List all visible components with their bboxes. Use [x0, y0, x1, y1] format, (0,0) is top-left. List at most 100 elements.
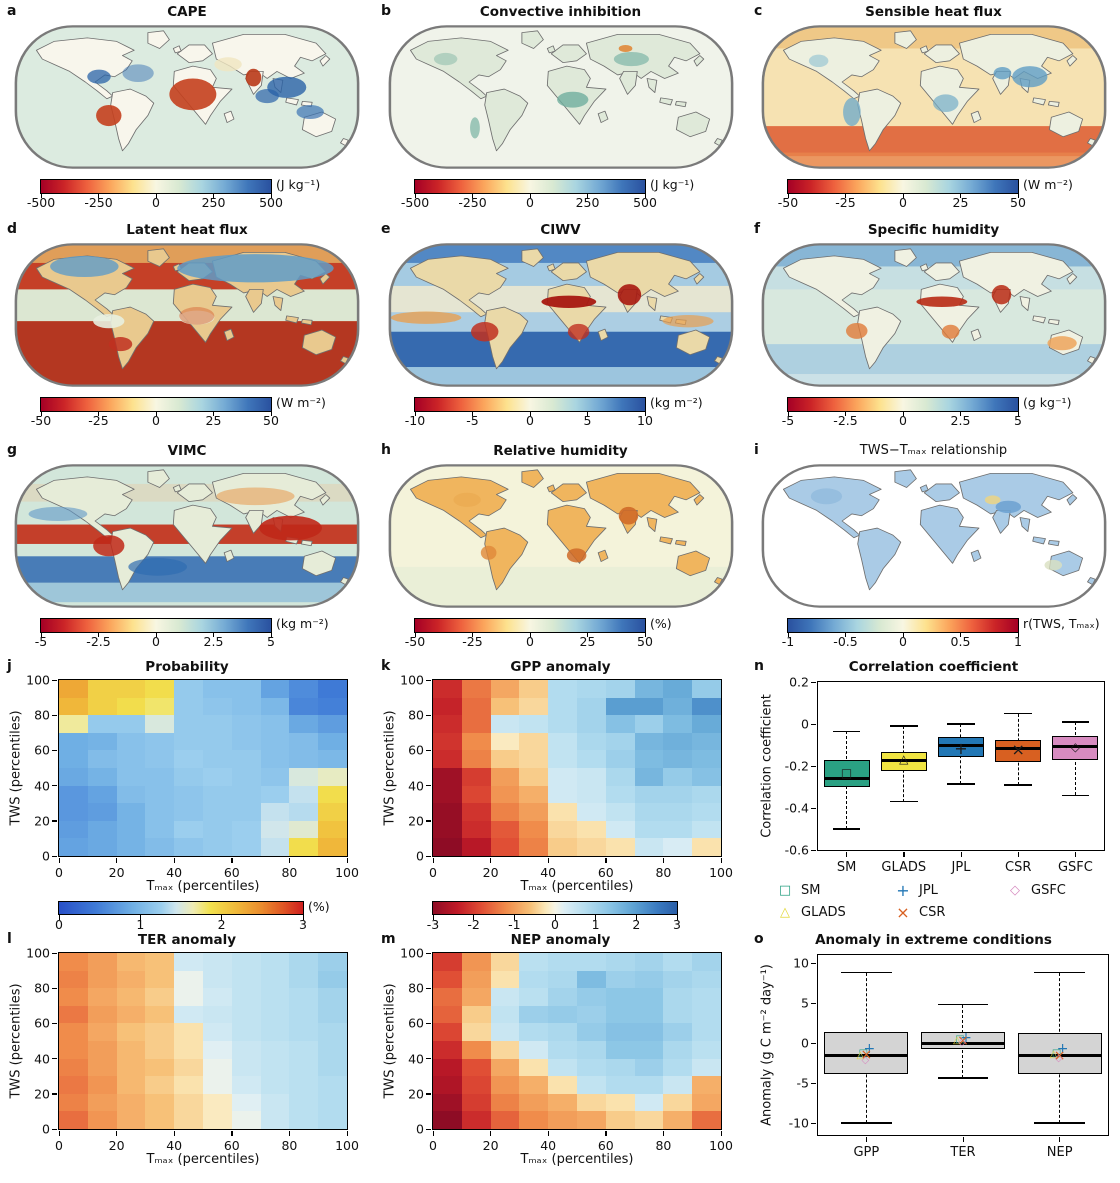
- heatmap-cell: [202, 785, 232, 804]
- colorbar-i: -1 -0.5 0 0.5 1 r(TWS, Tₘₐₓ): [782, 616, 1100, 649]
- x-tick-mark: [903, 852, 905, 857]
- panel-d: d Latent heat flux -50 -25 0 25 50 (W m⁻²): [0, 218, 374, 439]
- heatmap-cell: [605, 680, 635, 698]
- heatmap-cell: [605, 1023, 635, 1041]
- heatmap-l: 0 20 40 60 80 100 0 20 40 60 80 100: [26, 946, 359, 1154]
- boxplot-anomaly: 10 5 0 -5 -10 □ △ + × ◇ GPP □ △ + × ◇ TER □ △ + × ◇ NEP: [789, 954, 1109, 1160]
- y-tick-label: 0: [801, 716, 809, 732]
- panel-j: j Probability TWS (percentiles) 0 20 40 60 8…: [0, 655, 374, 932]
- category-label: NEP: [1046, 1145, 1073, 1160]
- heatmap-cell: [87, 820, 117, 839]
- heatmap-cell: [174, 820, 203, 839]
- heatmap-cell: [87, 715, 117, 733]
- panel-letter-l: l: [7, 931, 12, 947]
- x-tick-label: 40: [540, 1138, 557, 1153]
- heatmap-cell: [231, 732, 261, 751]
- heatmap-cell: [692, 970, 721, 989]
- heatmap-cell: [605, 970, 635, 989]
- y-tick-mark: [52, 987, 57, 989]
- heatmap-cell: [576, 785, 606, 804]
- y-axis-label-m: TWS (percentiles): [382, 983, 398, 1099]
- heatmap-cell: [260, 820, 290, 839]
- colorbar-tick-mark: [270, 411, 272, 416]
- y-tick-mark: [811, 681, 816, 683]
- colorbar-tick-mark: [40, 193, 42, 198]
- heatmap-cell: [519, 1093, 549, 1112]
- triangle-icon: △: [780, 904, 790, 920]
- heatmap-cell: [692, 1076, 721, 1094]
- heatmap-cell: [231, 1041, 261, 1059]
- heatmap-cell: [461, 697, 491, 716]
- heatmap-cell: [433, 715, 462, 733]
- heatmap-cell: [260, 1023, 290, 1041]
- x-tick-mark: [846, 852, 848, 857]
- panel-title-b: Convective inhibition: [479, 4, 642, 20]
- y-tick-label: 10: [793, 955, 809, 971]
- heatmap-cell: [202, 970, 232, 989]
- whisker-cap: [841, 971, 892, 974]
- heatmap-cell: [202, 715, 232, 733]
- heatmap-cell: [433, 680, 462, 698]
- y-tick-label: 0: [42, 1121, 50, 1137]
- heatmap-cell: [116, 768, 146, 786]
- heatmap-cell: [663, 1041, 693, 1059]
- y-tick-mark: [52, 785, 57, 787]
- heatmap-cell: [231, 768, 261, 786]
- world-map-svg: [761, 243, 1107, 387]
- heatmap-cell: [576, 715, 606, 733]
- y-axis-label-o: Anomaly (g C m⁻² day⁻¹): [759, 964, 775, 1126]
- heatmap-cell: [548, 1005, 577, 1024]
- heatmap-cell: [548, 1111, 577, 1129]
- heatmap-cell: [145, 750, 175, 768]
- colorbar-tick-mark: [587, 193, 589, 198]
- heatmap-cell: [576, 1058, 606, 1077]
- heatmap-cell: [490, 1111, 520, 1129]
- colorbar-unit-label: r(TWS, Tₘₐₓ): [1023, 616, 1100, 631]
- heatmap-cell: [87, 785, 117, 804]
- y-tick-label: 60: [408, 1015, 424, 1031]
- heatmap-cell: [663, 1076, 693, 1094]
- colorbar-tick-label: -2.5: [86, 634, 111, 649]
- heatmap-cell: [461, 953, 491, 971]
- heatmap-cell: [634, 1093, 664, 1112]
- x-tick-label: 80: [655, 865, 672, 880]
- y-tick-mark: [426, 987, 431, 989]
- heatmap-cell: [174, 715, 203, 733]
- heatmap-cell: [663, 680, 693, 698]
- y-tick-label: -0.4: [784, 800, 809, 816]
- heatmap-cell: [605, 1005, 635, 1024]
- heatmap-cell: [461, 750, 491, 768]
- heatmap-cell: [174, 697, 203, 716]
- colorbar-tick-label: 1: [1014, 634, 1022, 649]
- heatmap-cell: [692, 1111, 721, 1129]
- heatmap-cell: [231, 803, 261, 821]
- heatmap-cell: [634, 1058, 664, 1077]
- heatmap-cell: [692, 820, 721, 839]
- heatmap-cell: [548, 1058, 577, 1077]
- heatmap-cell: [59, 732, 88, 751]
- world-map-svg: [14, 464, 360, 608]
- heatmap-cell: [519, 1111, 549, 1129]
- heatmap-cell: [87, 1093, 117, 1112]
- heatmap-cell: [289, 1005, 319, 1024]
- colorbar-tick-label: 25: [579, 634, 596, 649]
- heatmap-cell: [289, 1041, 319, 1059]
- colorbar-tick-mark: [472, 193, 474, 198]
- heatmap-cell: [634, 697, 664, 716]
- heatmap-cell: [145, 1093, 175, 1112]
- heatmap-cell: [145, 715, 175, 733]
- panel-letter-b: b: [381, 3, 392, 19]
- x-tick-label: 100: [335, 865, 359, 880]
- mean-marker: ◇: [1070, 740, 1081, 755]
- colorbar-tick-label: 0: [152, 413, 160, 428]
- heatmap-cell: [87, 970, 117, 989]
- panel-title-c: Sensible heat flux: [865, 4, 1002, 20]
- y-tick-mark: [52, 1128, 57, 1130]
- heatmap-cell: [289, 970, 319, 989]
- colorbar-tick-mark: [635, 915, 638, 920]
- heatmap-cell: [490, 680, 520, 698]
- panel-title-d: Latent heat flux: [126, 222, 248, 238]
- heatmap-cell: [663, 1093, 693, 1112]
- colorbar-tick-label: -5: [34, 634, 48, 649]
